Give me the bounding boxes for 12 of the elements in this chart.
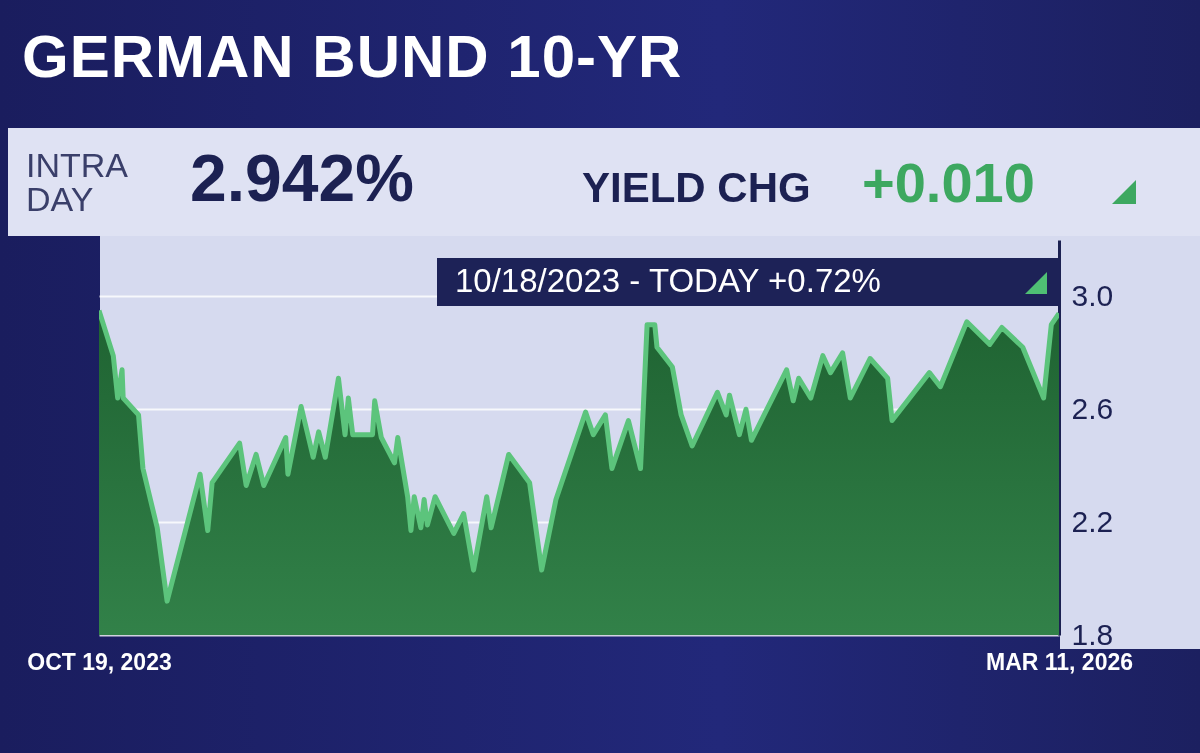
y-tick-label: 2.6	[1071, 391, 1114, 425]
text: 2.942%	[190, 140, 414, 216]
annotation: 10/18/2023 - TODAY +0.72%	[455, 262, 881, 300]
text: YIELD CHG	[582, 164, 811, 212]
y-tick-label: 2.2	[1071, 504, 1114, 538]
text: INTRA DAY	[26, 146, 128, 218]
x-tick-label: MAR 11, 2026	[985, 648, 1134, 675]
chart-title: GERMAN BUND 10-YR	[22, 22, 683, 91]
x-tick-label: OCT 19, 2023	[27, 648, 172, 675]
text: +0.010	[862, 150, 1035, 215]
y-tick-label: 3.0	[1071, 278, 1114, 312]
y-tick-label: 1.8	[1071, 617, 1114, 651]
